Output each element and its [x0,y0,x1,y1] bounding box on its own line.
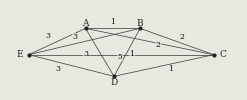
Text: D: D [110,78,118,87]
Text: B: B [137,19,144,28]
Text: A: A [82,19,89,28]
Text: 2: 2 [179,33,184,41]
Text: 5: 5 [118,53,122,61]
Text: 1: 1 [129,50,134,58]
Text: 1: 1 [168,65,173,73]
Text: E: E [16,50,23,59]
Text: 3: 3 [83,50,88,58]
Text: 3: 3 [45,32,50,40]
Text: C: C [219,50,226,59]
Text: 1: 1 [110,18,115,26]
Text: 3: 3 [56,65,61,73]
Text: 2: 2 [155,41,160,49]
Text: 3: 3 [72,33,77,41]
